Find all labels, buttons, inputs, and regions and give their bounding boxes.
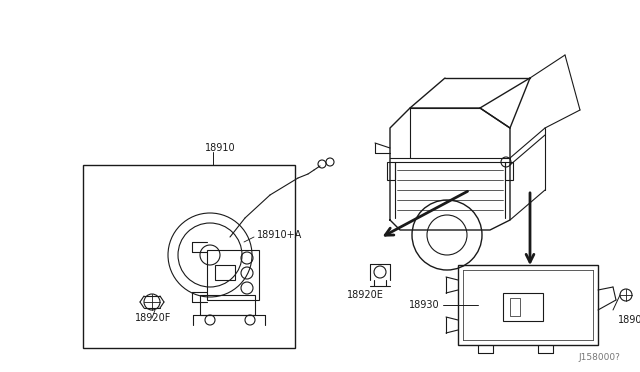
- Text: 18920F: 18920F: [135, 313, 172, 323]
- Text: 18900A: 18900A: [618, 315, 640, 325]
- Bar: [505, 162, 513, 180]
- Bar: [458, 265, 598, 345]
- Text: J158000?: J158000?: [578, 353, 620, 362]
- Bar: [387, 162, 395, 180]
- Text: 18910: 18910: [205, 143, 236, 153]
- Bar: [510, 298, 520, 316]
- Bar: [215, 265, 235, 280]
- Text: 18920E: 18920E: [347, 290, 383, 300]
- Bar: [503, 293, 543, 321]
- Bar: [207, 250, 259, 300]
- Bar: [83, 165, 295, 348]
- Bar: [200, 295, 255, 315]
- Text: 18910+A: 18910+A: [257, 230, 302, 240]
- Text: 18930: 18930: [410, 300, 440, 310]
